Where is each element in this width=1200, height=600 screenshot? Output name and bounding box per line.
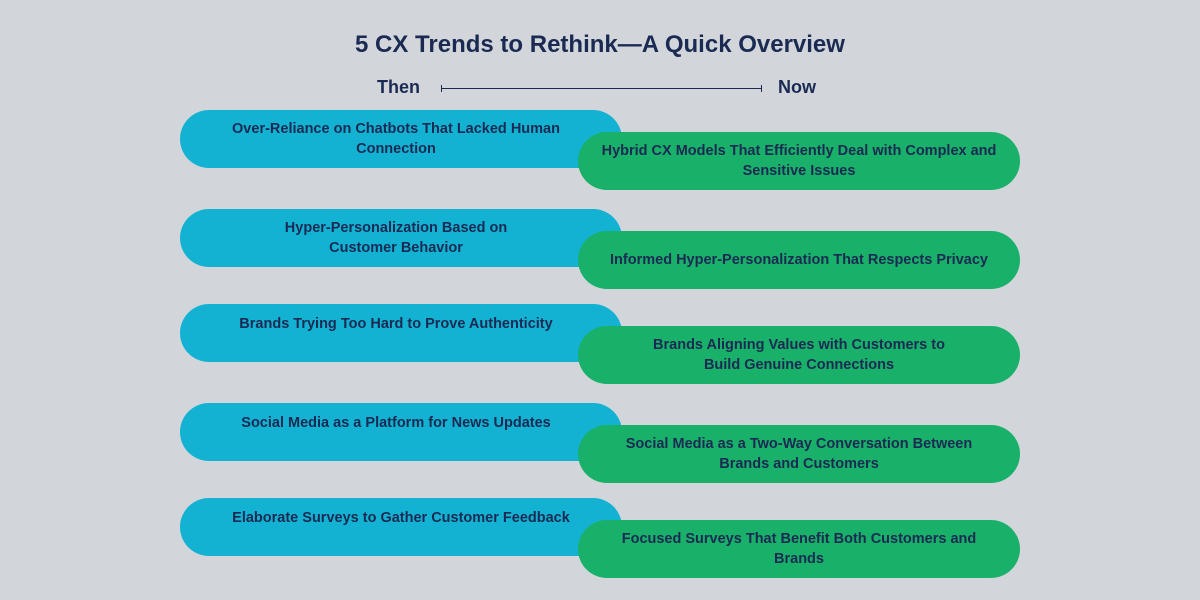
then-pill-5: Elaborate Surveys to Gather Customer Fee…: [180, 498, 622, 556]
now-text: Social Media as a Two-Way Conversation B…: [625, 436, 973, 472]
page-title: 5 CX Trends to Rethink—A Quick Overview: [355, 31, 845, 58]
then-text: Hyper-Personalization Based on Customer …: [284, 220, 508, 256]
then-text: Over-Reliance on Chatbots That Lacked Hu…: [232, 121, 560, 157]
now-pill-4: Social Media as a Two-Way Conversation B…: [578, 425, 1020, 483]
now-text: Hybrid CX Models That Efficiently Deal w…: [601, 143, 997, 179]
now-label: Now: [778, 77, 816, 97]
then-pill-2: Hyper-Personalization Based on Customer …: [180, 209, 622, 267]
now-text: Brands Aligning Values with Customers to…: [653, 337, 945, 373]
then-pill-1: Over-Reliance on Chatbots That Lacked Hu…: [180, 110, 622, 168]
then-pill-3: Brands Trying Too Hard to Prove Authenti…: [180, 304, 622, 362]
then-label: Then: [377, 77, 420, 97]
now-pill-2: Informed Hyper-Personalization That Resp…: [578, 231, 1020, 289]
then-text: Brands Trying Too Hard to Prove Authenti…: [239, 316, 553, 332]
then-text: Elaborate Surveys to Gather Customer Fee…: [232, 510, 570, 526]
then-text: Social Media as a Platform for News Upda…: [241, 415, 551, 431]
timeline-line: [441, 85, 762, 92]
now-text: Focused Surveys That Benefit Both Custom…: [621, 531, 977, 567]
now-text: Informed Hyper-Personalization That Resp…: [610, 252, 988, 268]
now-pill-5: Focused Surveys That Benefit Both Custom…: [578, 520, 1020, 578]
now-pill-3: Brands Aligning Values with Customers to…: [578, 326, 1020, 384]
then-pill-4: Social Media as a Platform for News Upda…: [180, 403, 622, 461]
now-pill-1: Hybrid CX Models That Efficiently Deal w…: [578, 132, 1020, 190]
